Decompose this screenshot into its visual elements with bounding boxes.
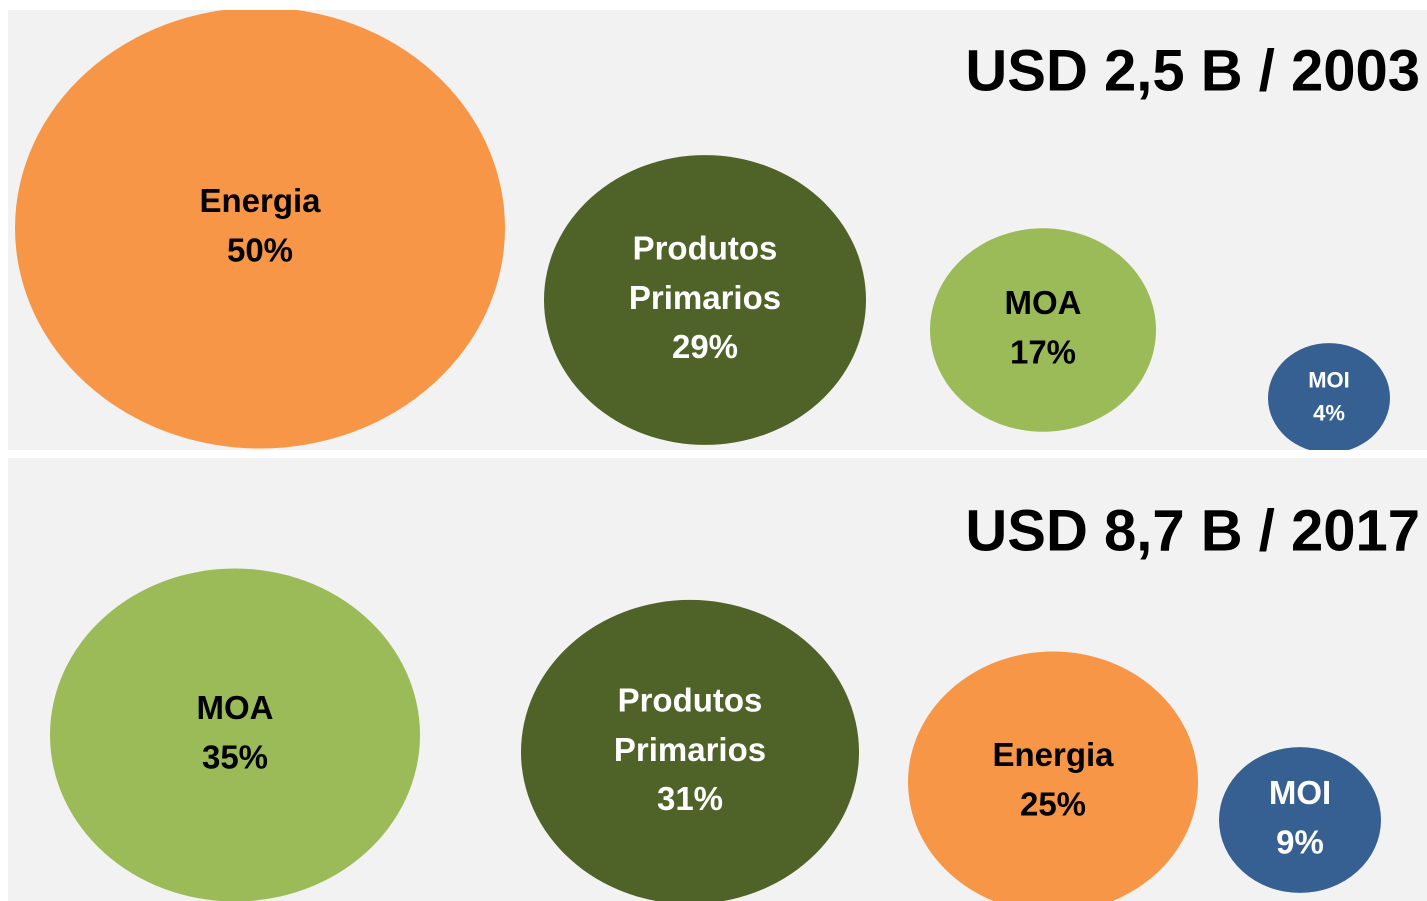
bubble <box>1219 747 1381 893</box>
bubble-label: MOI <box>1308 367 1350 392</box>
bubble-label: Produtos Primarios <box>629 229 781 316</box>
bubble <box>50 568 420 901</box>
bubble <box>1268 343 1390 450</box>
bubble-value: 25% <box>1020 785 1086 822</box>
bubble-value: 17% <box>1010 333 1076 370</box>
bubble-value: 29% <box>672 328 738 365</box>
panel-content: MOA 35% Produtos Primarios 31% Energia 25% MOI 9… <box>50 568 1381 901</box>
bubble-value: 4% <box>1313 400 1345 425</box>
bubble-label: MOA <box>197 689 274 726</box>
bubble <box>15 10 505 449</box>
bubble-label: Energia <box>199 182 321 219</box>
bubble <box>521 599 859 901</box>
bubble-value: 31% <box>657 780 723 817</box>
bubble-value: 35% <box>202 738 268 775</box>
bubble-value: 9% <box>1276 823 1324 860</box>
bubble <box>930 228 1156 432</box>
bubble-label: Produtos Primarios <box>614 681 766 768</box>
panel-content: Energia 50% Produtos Primarios 29% MOA 17% MOI 4… <box>15 10 1390 450</box>
panel-title: USD 8,7 B / 2017 <box>965 498 1420 563</box>
bubble-value: 50% <box>227 231 293 268</box>
panel-title: USD 2,5 B / 2003 <box>965 38 1420 103</box>
bubble-label: MOI <box>1269 774 1331 811</box>
bubble-label: MOA <box>1005 284 1082 321</box>
bubble <box>908 651 1198 901</box>
bubble <box>544 155 866 445</box>
bubble-label: Energia <box>992 736 1114 773</box>
